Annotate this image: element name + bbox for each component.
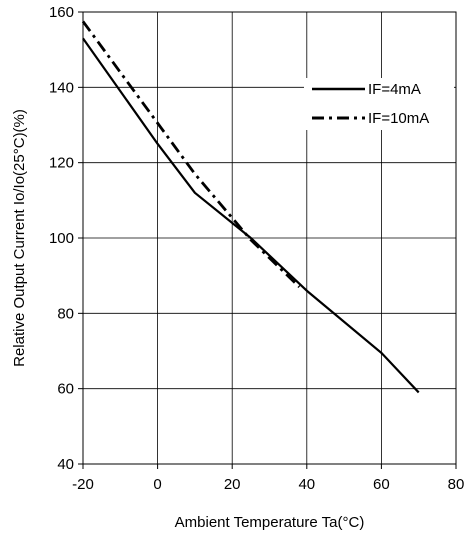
legend: IF=4mA IF=10mA [304,78,454,130]
x-tick-label: 0 [153,476,161,493]
x-tick-label: 80 [448,476,465,493]
y-axis-title: Relative Output Current Io/Io(25°C)(%) [11,109,28,367]
y-tick-label: 100 [49,230,74,247]
x-tick-label: 20 [224,476,241,493]
x-tick-label: 60 [373,476,390,493]
x-axis-title: Ambient Temperature Ta(°C) [175,514,365,531]
tick-labels: -20 0 20 40 60 80 40 60 80 100 120 140 160 [49,4,464,493]
y-tick-label: 140 [49,79,74,96]
y-tick-label: 120 [49,155,74,172]
x-tick-label: 40 [298,476,315,493]
series-line-if-4ma [82,37,420,394]
x-tick-label: -20 [72,476,94,493]
series-lines [81,20,420,394]
legend-label-if-4ma: IF=4mA [368,81,421,98]
plot-frame [82,11,457,465]
series-line-if-10ma [81,20,301,288]
legend-label-if-10ma: IF=10mA [368,110,429,127]
y-tick-label: 40 [57,456,74,473]
y-tick-label: 60 [57,381,74,398]
y-tick-label: 80 [57,305,74,322]
legend-background [304,78,454,130]
y-tick-label: 160 [49,4,74,21]
